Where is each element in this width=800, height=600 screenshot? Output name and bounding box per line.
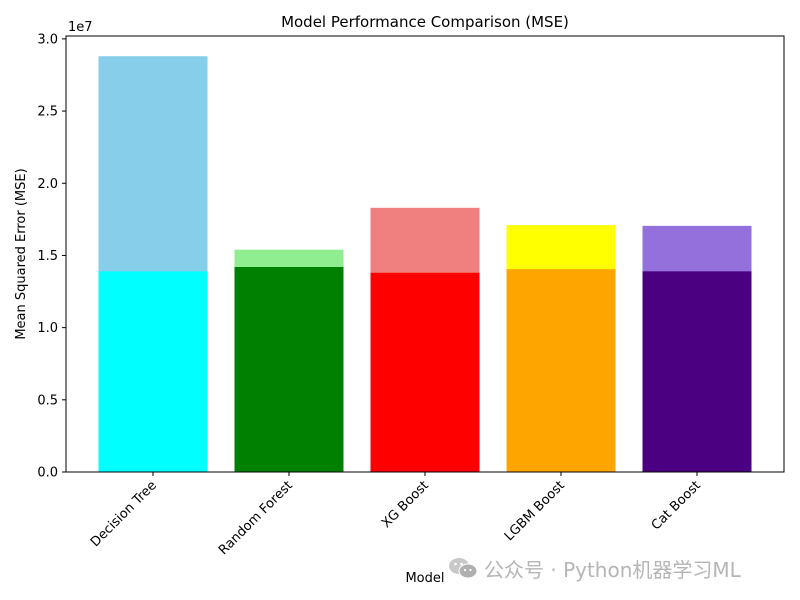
x-tick-label: XG Boost bbox=[379, 478, 432, 531]
x-axis-label: Model bbox=[405, 571, 444, 586]
y-tick-label: 3.0 bbox=[37, 32, 58, 47]
y-tick-label: 2.0 bbox=[37, 177, 58, 192]
bar-cat-boost-series-1 bbox=[642, 271, 752, 472]
bar-xg-boost-series-1 bbox=[370, 272, 480, 472]
watermark-text: 公众号 · Python机器学习ML bbox=[484, 557, 741, 582]
x-tick-label: Decision Tree bbox=[88, 478, 160, 550]
x-axis: Decision Tree Random Forest XG Boost LGBM B… bbox=[88, 472, 704, 558]
bar-lgbm-boost-series-1 bbox=[506, 269, 616, 472]
y-tick-label: 1.0 bbox=[37, 321, 58, 336]
wechat-icon bbox=[449, 558, 478, 579]
y-axis: 0.0 0.5 1.0 1.5 2.0 2.5 3.0 bbox=[37, 32, 66, 481]
x-tick-label: Random Forest bbox=[216, 478, 296, 558]
y-tick-label: 0.5 bbox=[37, 393, 58, 408]
bar-random-forest-series-1 bbox=[234, 266, 344, 472]
y-axis-label: Mean Squared Error (MSE) bbox=[14, 168, 29, 339]
x-tick-label: LGBM Boost bbox=[502, 478, 568, 544]
y-offset-label: 1e7 bbox=[68, 20, 93, 35]
bars-layer bbox=[98, 56, 752, 473]
x-tick-label: Cat Boost bbox=[649, 478, 704, 533]
bar-decision-tree-series-1 bbox=[98, 271, 208, 472]
y-tick-label: 2.5 bbox=[37, 105, 58, 120]
y-tick-label: 0.0 bbox=[37, 466, 58, 481]
chart-title: Model Performance Comparison (MSE) bbox=[281, 13, 569, 31]
y-tick-label: 1.5 bbox=[37, 249, 58, 264]
watermark: 公众号 · Python机器学习ML bbox=[448, 553, 741, 583]
